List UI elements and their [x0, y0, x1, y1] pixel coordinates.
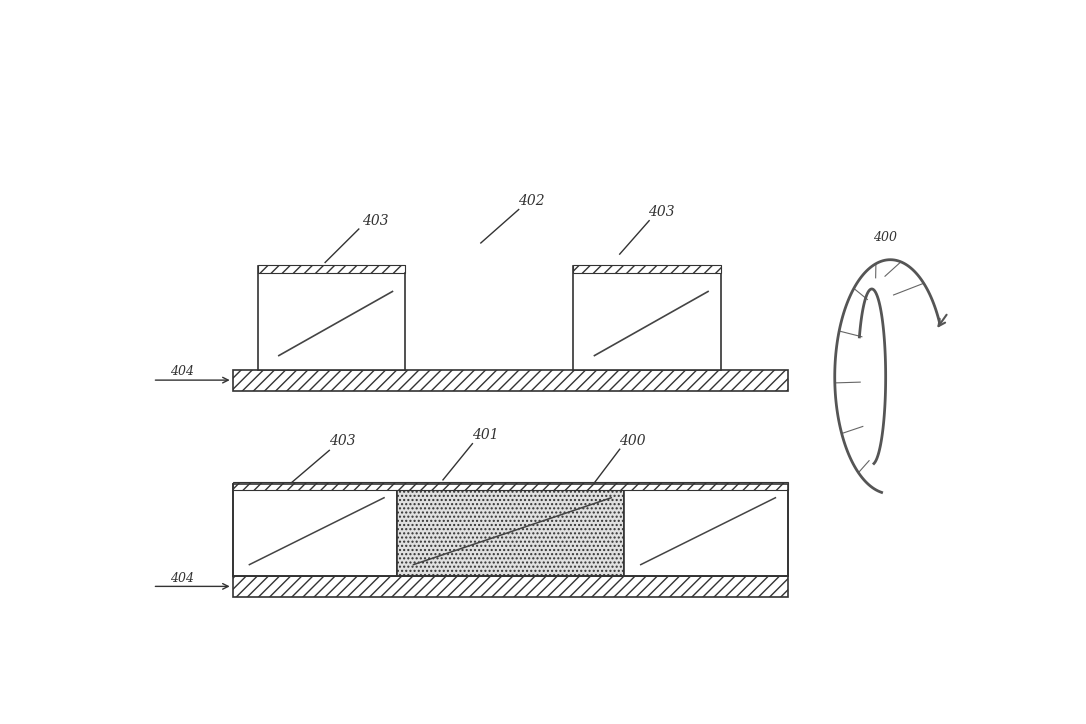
Bar: [232, 482, 788, 490]
Text: 404: 404: [171, 571, 194, 584]
Text: 400: 400: [873, 231, 897, 244]
Bar: [573, 266, 721, 369]
Bar: [396, 484, 623, 576]
Bar: [232, 576, 788, 597]
Bar: [623, 484, 788, 576]
Text: 403: 403: [329, 434, 355, 448]
Bar: [232, 369, 788, 391]
Text: 401: 401: [471, 429, 498, 442]
Bar: [232, 484, 396, 576]
Text: 403: 403: [648, 206, 675, 219]
Bar: [573, 265, 721, 273]
Bar: [257, 265, 405, 273]
Bar: [232, 484, 788, 576]
Text: 404: 404: [171, 365, 194, 378]
Text: 400: 400: [619, 434, 646, 448]
Text: 402: 402: [518, 194, 545, 209]
Text: 403: 403: [363, 214, 389, 227]
Bar: [257, 266, 405, 369]
